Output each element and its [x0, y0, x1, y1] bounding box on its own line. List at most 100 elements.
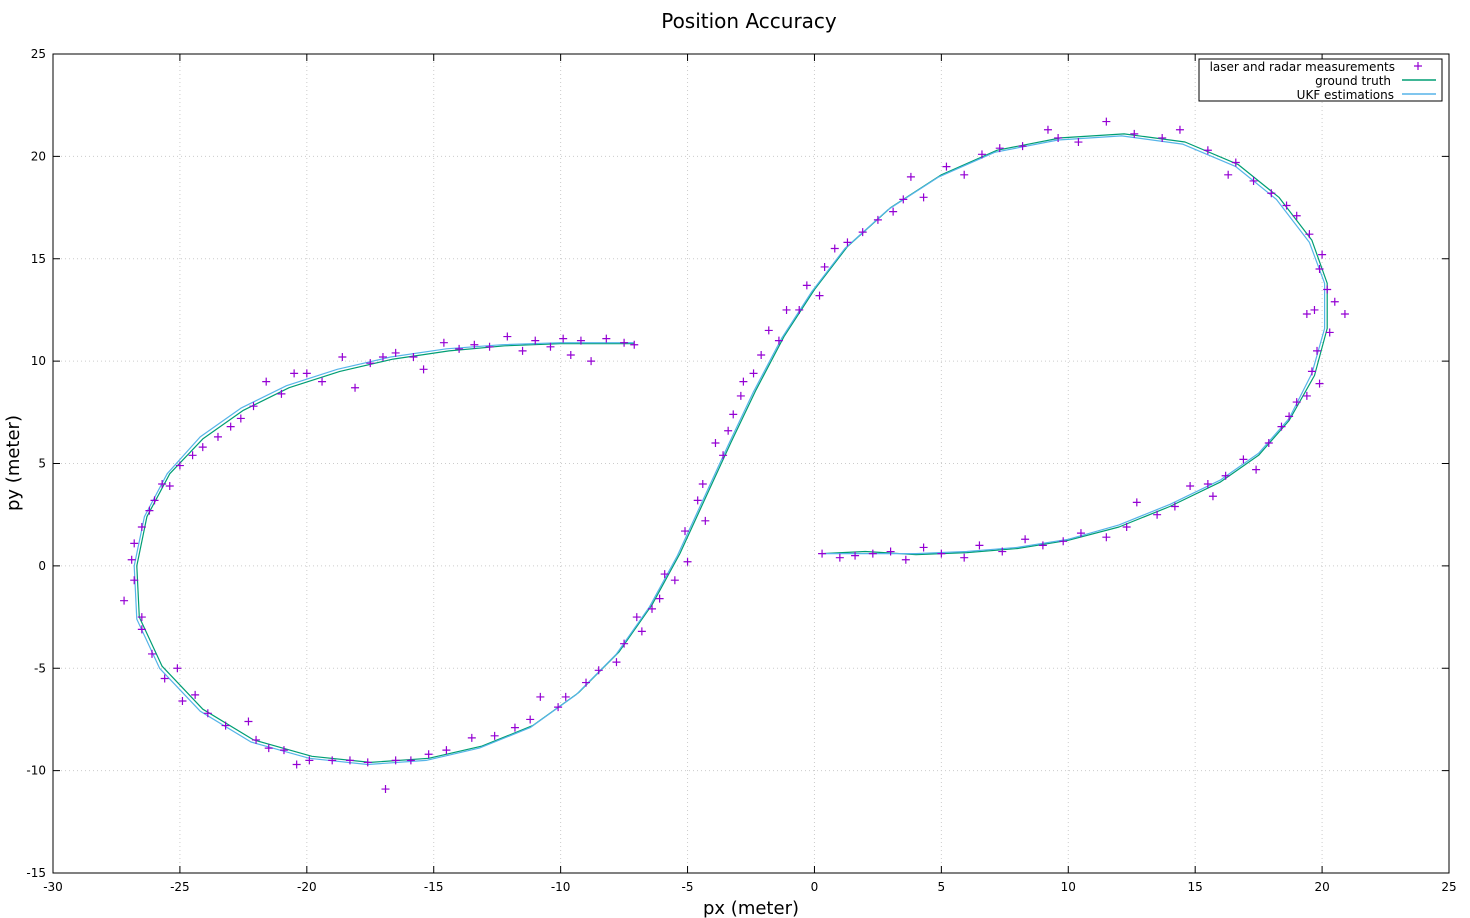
x-tick-label: 0: [811, 880, 819, 894]
measurement-point: [554, 703, 563, 712]
y-tick-label: 5: [38, 457, 46, 471]
measurement-point: [960, 170, 969, 179]
measurement-point: [536, 692, 545, 701]
measurement-point: [1231, 158, 1240, 167]
measurement-point: [1054, 133, 1063, 142]
measurement-point: [1239, 455, 1248, 464]
measurement-point: [701, 516, 710, 525]
y-tick-labels: -15 -10 -5 0 5 10 15 20 25: [26, 47, 46, 880]
y-tick-label: -5: [34, 661, 46, 675]
measurement-point: [587, 357, 596, 366]
measurement-point: [1318, 250, 1327, 259]
measurement-point: [226, 422, 235, 431]
measurement-point: [419, 365, 428, 374]
measurement-point: [1018, 142, 1027, 151]
measurement-point: [424, 750, 433, 759]
measurement-point: [1302, 391, 1311, 400]
measurement-point: [602, 334, 611, 343]
measurement-point: [1203, 479, 1212, 488]
measurement-point: [130, 539, 139, 548]
measurement-point: [764, 326, 773, 335]
measurement-point: [630, 340, 639, 349]
measurement-point: [1153, 510, 1162, 519]
measurement-point: [851, 551, 860, 560]
y-tick-label: 15: [31, 252, 46, 266]
measurement-point: [328, 756, 337, 765]
measurement-point: [1132, 498, 1141, 507]
measurement-point: [802, 281, 811, 290]
measurement-point: [203, 709, 212, 718]
measurement-point: [1330, 297, 1339, 306]
y-tick-label: -10: [26, 764, 46, 778]
measurement-point: [561, 692, 570, 701]
legend-label-measurements: laser and radar measurements: [1210, 60, 1395, 74]
measurement-point: [683, 557, 692, 566]
measurement-point: [381, 785, 390, 794]
measurement-point: [409, 353, 418, 362]
measurement-point: [620, 338, 629, 347]
measurement-point: [670, 576, 679, 585]
measurement-point: [1224, 170, 1233, 179]
x-axis-label: px (meter): [703, 898, 799, 918]
measurement-point: [711, 439, 720, 448]
x-tick-label: -20: [297, 880, 317, 894]
series-line-1: [136, 133, 1328, 763]
measurement-point: [594, 666, 603, 675]
legend-swatches: [1402, 62, 1436, 95]
x-tick-label: -10: [551, 880, 571, 894]
measurement-point: [901, 555, 910, 564]
measurement-point: [1302, 310, 1311, 319]
measurement-point: [145, 506, 154, 515]
measurement-point: [338, 353, 347, 362]
legend-swatch-marker: [1414, 62, 1422, 70]
measurement-point: [1074, 138, 1083, 147]
measurement-point: [681, 527, 690, 536]
measurement-point: [290, 369, 299, 378]
measurement-point: [1102, 117, 1111, 126]
measurement-point: [774, 336, 783, 345]
measurement-point: [942, 162, 951, 171]
measurement-point: [1175, 125, 1184, 134]
plot-frame: [52, 53, 1450, 874]
measurement-point: [490, 731, 499, 740]
measurement-point: [173, 664, 182, 673]
measurement-point: [919, 193, 928, 202]
measurement-point: [1252, 465, 1261, 474]
measurement-point: [995, 144, 1004, 153]
measurement-point: [889, 207, 898, 216]
measurement-point: [998, 547, 1007, 556]
x-tick-labels: -30 -25 -20 -15 -10 -5 0 5 10 15 20 25: [43, 880, 1456, 894]
measurement-point: [566, 350, 575, 359]
x-tick-label: -30: [43, 880, 63, 894]
measurement-point: [757, 350, 766, 359]
legend-label-ukf: UKF estimations: [1297, 88, 1394, 102]
measurement-point: [137, 613, 146, 622]
measurement-point: [363, 758, 372, 767]
measurement-point: [719, 451, 728, 460]
measurement-point: [1043, 125, 1052, 134]
measurement-point: [236, 414, 245, 423]
measurement-point: [1038, 541, 1047, 550]
measurement-point: [632, 613, 641, 622]
measurement-point: [198, 443, 207, 452]
y-tick-label: 25: [31, 47, 46, 61]
measurement-point: [526, 715, 535, 724]
measurement-point: [977, 150, 986, 159]
series-lines: [133, 133, 1328, 766]
y-axis-label: py (meter): [3, 415, 24, 511]
measurement-point: [130, 576, 139, 585]
measurement-point: [510, 723, 519, 732]
measurement-point: [1340, 310, 1349, 319]
measurement-point: [899, 195, 908, 204]
measurement-point: [835, 553, 844, 562]
measurement-point: [531, 336, 540, 345]
measurement-point: [120, 596, 129, 605]
measurement-point: [1264, 439, 1273, 448]
measurement-point: [147, 649, 156, 658]
measurement-point: [351, 383, 360, 392]
measurement-point: [843, 238, 852, 247]
measurement-point: [1170, 502, 1179, 511]
measurement-point: [1021, 535, 1030, 544]
measurement-point: [1323, 285, 1332, 294]
measurement-point: [818, 549, 827, 558]
